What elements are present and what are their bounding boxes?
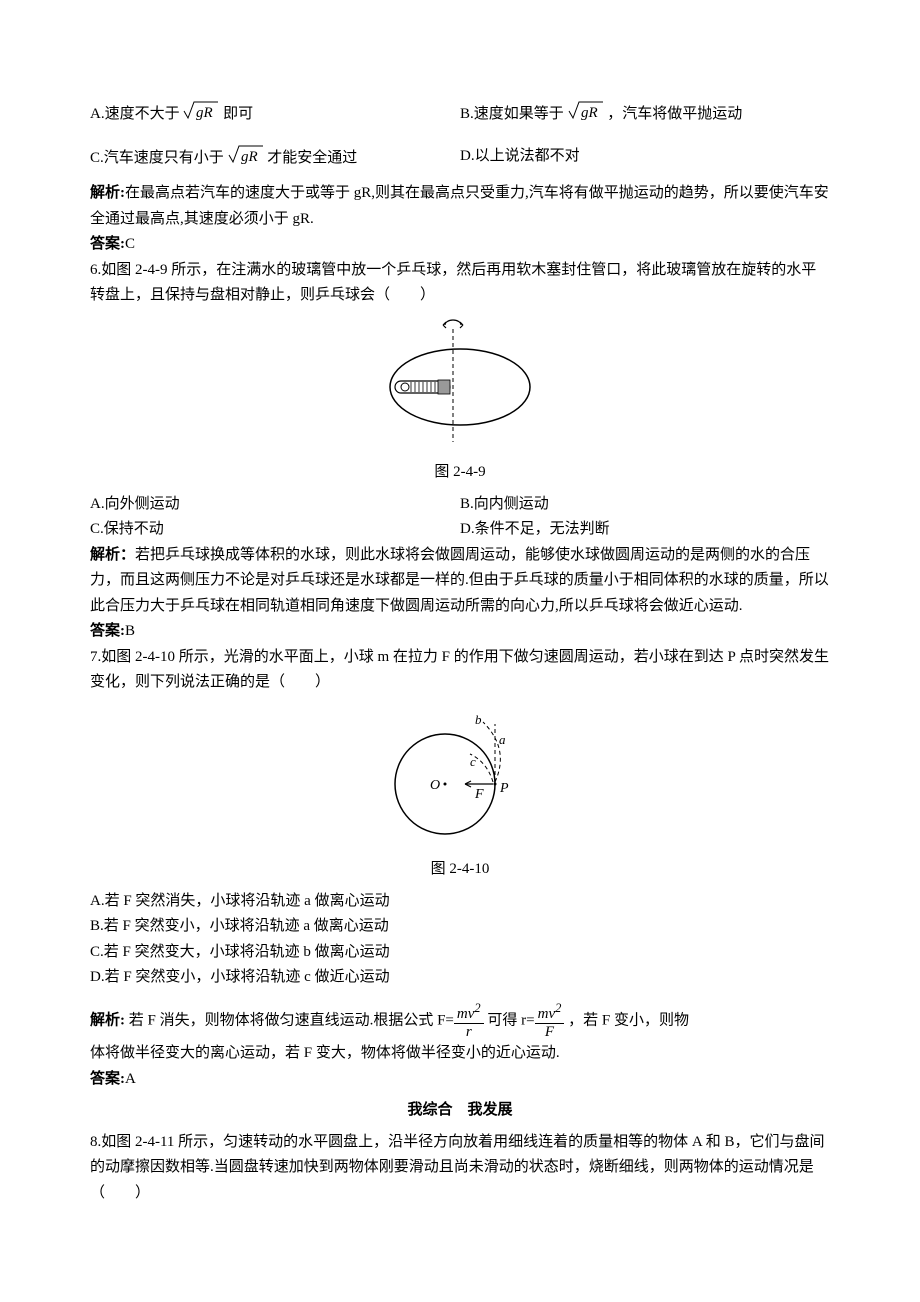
q7-answer-text: A	[125, 1071, 136, 1087]
q7-explain-head: 若 F 消失，则物体将做匀速直线运动.根据公式 F=	[125, 1012, 454, 1028]
answer-label: 答案:	[90, 1071, 125, 1087]
svg-text:gR: gR	[241, 149, 258, 164]
q7-explain-tail: ，若 F 变小，则物	[564, 1012, 689, 1028]
q6-option-c: C.保持不动	[90, 517, 460, 543]
answer-label: 答案:	[90, 623, 125, 639]
q6-option-d: D.条件不足，无法判断	[460, 517, 830, 543]
frac-num: mv	[538, 1006, 556, 1022]
q8-stem: 8.如图 2-4-11 所示，匀速转动的水平圆盘上，沿半径方向放着用细线连着的质…	[90, 1130, 830, 1207]
explain-label: 解析：	[90, 547, 135, 563]
q7-answer: 答案:A	[90, 1067, 830, 1093]
figcap-2-4-10: 图 2-4-10	[90, 857, 830, 883]
q5-answer: 答案:C	[90, 232, 830, 258]
svg-text:F: F	[474, 787, 484, 802]
figure-2-4-9	[90, 317, 830, 457]
q5-option-d: D.以上说法都不对	[460, 144, 830, 174]
q5-optC-head: C.汽车速度只有小于	[90, 150, 224, 166]
explain-label: 解析:	[90, 185, 125, 201]
q5-optB-tail: ，汽车将做平抛运动	[607, 106, 742, 122]
svg-text:b: b	[475, 712, 482, 727]
frac-den: F	[535, 1024, 565, 1041]
q6-explain: 解析：若把乒乓球换成等体积的水球，则此水球将会做圆周运动，能够使水球做圆周运动的…	[90, 543, 830, 620]
q5-optC-tail: 才能安全通过	[267, 150, 357, 166]
figcap-2-4-9: 图 2-4-9	[90, 460, 830, 486]
q7-option-c: C.若 F 突然变大，小球将沿轨迹 b 做离心运动	[90, 940, 830, 966]
q6-stem: 6.如图 2-4-9 所示，在注满水的玻璃管中放一个乒乓球，然后再用软木塞封住管…	[90, 258, 830, 309]
fraction-mv2-F: mv2 F	[535, 1001, 565, 1042]
answer-label: 答案:	[90, 236, 125, 252]
svg-text:a: a	[499, 732, 506, 747]
q5-explain: 解析:在最高点若汽车的速度大于或等于 gR,则其在最高点只受重力,汽车将有做平抛…	[90, 181, 830, 232]
frac-sup: 2	[555, 1001, 561, 1015]
sqrt-icon: gR	[183, 100, 219, 130]
svg-text:P: P	[499, 781, 509, 796]
explain-label: 解析:	[90, 1012, 125, 1028]
q7-option-b: B.若 F 突然变小，小球将沿轨迹 a 做离心运动	[90, 914, 830, 940]
frac-den: r	[454, 1024, 484, 1041]
figure-2-4-10: O P F a b c	[90, 704, 830, 854]
q6-answer-text: B	[125, 623, 135, 639]
q6-options: A.向外侧运动 B.向内侧运动 C.保持不动 D.条件不足，无法判断	[90, 492, 830, 543]
q6-option-a: A.向外侧运动	[90, 492, 460, 518]
q7-explain2: 体将做半径变大的离心运动，若 F 变大，物体将做半径变小的近心运动.	[90, 1041, 830, 1067]
frac-sup: 2	[474, 1001, 480, 1015]
q5-option-b: B.速度如果等于 gR ，汽车将做平抛运动	[460, 100, 830, 130]
q7-stem: 7.如图 2-4-10 所示，光滑的水平面上，小球 m 在拉力 F 的作用下做匀…	[90, 645, 830, 696]
q7-explain: 解析: 若 F 消失，则物体将做匀速直线运动.根据公式 F=mv2r 可得 r=…	[90, 1001, 830, 1042]
q5-option-a: A.速度不大于 gR 即可	[90, 100, 460, 130]
q5-option-c: C.汽车速度只有小于 gR 才能安全通过	[90, 144, 460, 174]
q5-optA-tail: 即可	[223, 106, 253, 122]
sqrt-icon: gR	[568, 100, 604, 130]
svg-text:gR: gR	[196, 105, 213, 120]
q7-option-a: A.若 F 突然消失，小球将沿轨迹 a 做离心运动	[90, 889, 830, 915]
svg-text:gR: gR	[581, 105, 598, 120]
q6-option-b: B.向内侧运动	[460, 492, 830, 518]
q7-option-d: D.若 F 突然变小，小球将沿轨迹 c 做近心运动	[90, 965, 830, 991]
q5-optD: D.以上说法都不对	[460, 148, 580, 164]
q5-options: A.速度不大于 gR 即可 B.速度如果等于 gR ，汽车将做平抛运动	[90, 100, 830, 130]
frac-num: mv	[457, 1006, 475, 1022]
sqrt-icon: gR	[228, 144, 264, 174]
q6-explain-text: 若把乒乓球换成等体积的水球，则此水球将会做圆周运动，能够使水球做圆周运动的是两侧…	[90, 547, 829, 614]
q5-optA-text: A.速度不大于	[90, 106, 180, 122]
svg-text:O: O	[430, 778, 440, 793]
q5-options-row2: C.汽车速度只有小于 gR 才能安全通过 D.以上说法都不对	[90, 144, 830, 174]
section-title: 我综合 我发展	[90, 1098, 830, 1124]
svg-text:c: c	[470, 754, 476, 769]
q6-answer: 答案:B	[90, 619, 830, 645]
q5-optB-head: B.速度如果等于	[460, 106, 564, 122]
q7-explain-mid: 可得 r=	[484, 1012, 535, 1028]
q5-explain-text: 在最高点若汽车的速度大于或等于 gR,则其在最高点只受重力,汽车将有做平抛运动的…	[90, 185, 829, 227]
fraction-mv2-r: mv2 r	[454, 1001, 484, 1042]
q5-answer-text: C	[125, 236, 135, 252]
